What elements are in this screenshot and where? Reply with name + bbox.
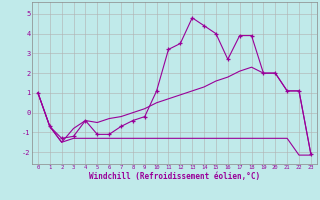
X-axis label: Windchill (Refroidissement éolien,°C): Windchill (Refroidissement éolien,°C) — [89, 172, 260, 181]
